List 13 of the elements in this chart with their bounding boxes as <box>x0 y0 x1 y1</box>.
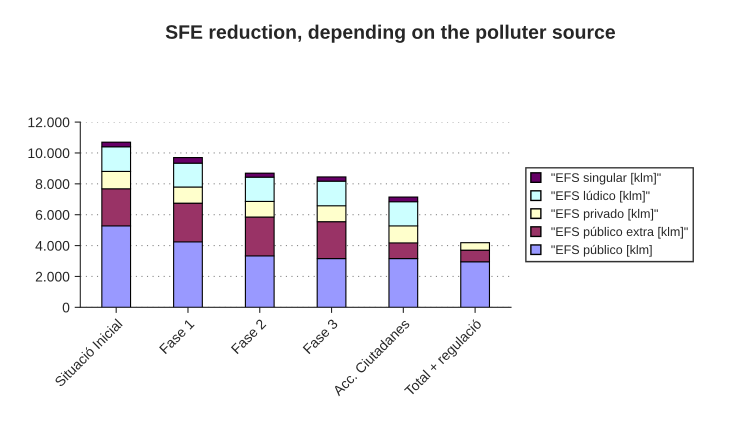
y-tick-label: 4.000 <box>35 240 70 251</box>
y-tick-label: 12.000 <box>28 117 70 128</box>
legend-label: "EFS público [klm] <box>551 244 652 257</box>
legend-label: "EFS singular [klm]" <box>551 172 661 185</box>
chart-title: SFE reduction, depending on the polluter source <box>166 24 615 43</box>
y-tick-label: 2.000 <box>36 272 70 282</box>
legend-label: "EFS privado [klm]" <box>551 208 658 221</box>
y-tick-label: 8.000 <box>36 179 70 190</box>
y-tick-label: 10.000 <box>28 148 70 158</box>
legend-label: "EFS lúdico [klm]" <box>551 190 650 203</box>
y-tick-label: 6.000 <box>36 210 70 220</box>
legend-label: "EFS público extra [klm]" <box>551 226 688 239</box>
y-tick-label: 0 <box>62 302 70 312</box>
